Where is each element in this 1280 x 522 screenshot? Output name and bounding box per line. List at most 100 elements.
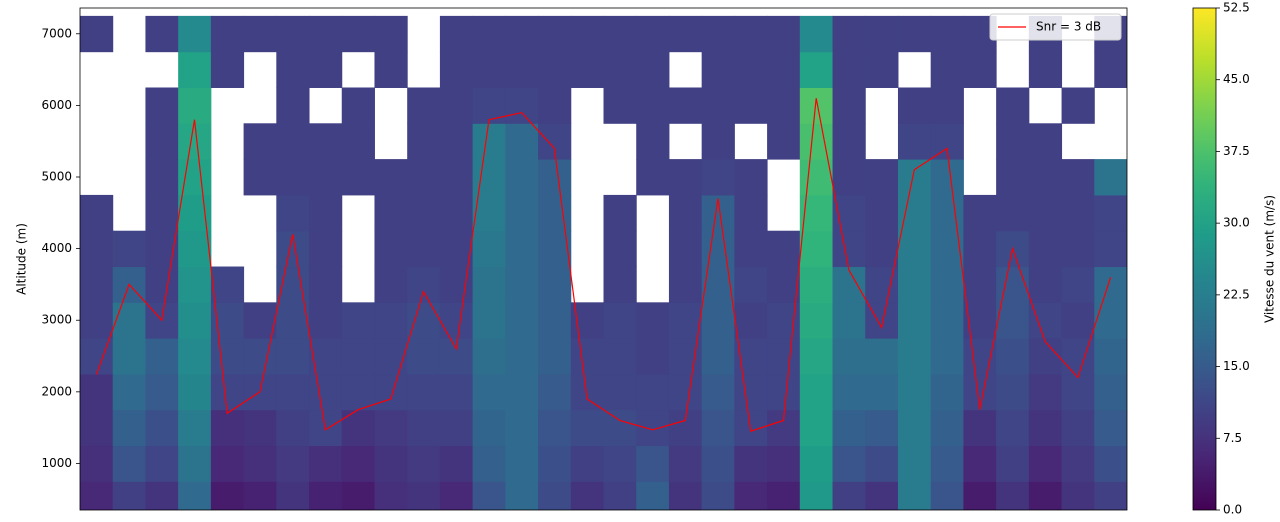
heat-cell bbox=[734, 445, 768, 482]
heat-cell bbox=[701, 409, 735, 447]
heat-cell bbox=[734, 51, 768, 88]
heat-cell bbox=[341, 409, 375, 447]
heat-cell bbox=[145, 445, 179, 482]
heat-cell bbox=[1061, 194, 1095, 232]
heat-cell bbox=[472, 302, 506, 339]
heat-cell bbox=[865, 230, 899, 268]
heat-cell bbox=[668, 15, 703, 53]
heat-cell bbox=[341, 159, 375, 196]
heat-cell bbox=[439, 87, 474, 124]
heat-cell bbox=[668, 230, 703, 268]
heat-cell bbox=[603, 15, 637, 53]
heat-cell bbox=[472, 338, 506, 375]
heat-cell bbox=[178, 481, 212, 510]
heat-cell bbox=[1061, 481, 1095, 510]
heat-cell bbox=[701, 15, 735, 53]
heat-cell bbox=[538, 266, 572, 303]
heat-cell bbox=[178, 123, 212, 160]
heat-cell bbox=[701, 373, 735, 411]
heat-cell bbox=[80, 266, 114, 303]
heat-cell bbox=[276, 87, 310, 124]
heat-cell bbox=[505, 302, 539, 339]
heat-cell bbox=[734, 338, 768, 375]
heat-cell bbox=[996, 194, 1030, 232]
heat-cell bbox=[734, 87, 768, 124]
heat-cell bbox=[1028, 230, 1063, 268]
heat-cell bbox=[897, 159, 932, 196]
heat-cell bbox=[374, 159, 408, 196]
heat-cell bbox=[1028, 338, 1063, 375]
heat-cell bbox=[374, 373, 408, 411]
legend-box bbox=[989, 13, 1122, 41]
heat-cell bbox=[210, 445, 245, 482]
heat-cell bbox=[701, 302, 735, 339]
heat-cell bbox=[374, 230, 408, 268]
heat-cell bbox=[276, 123, 310, 160]
heat-cell bbox=[930, 194, 964, 232]
heat-cell bbox=[570, 15, 604, 53]
heat-cell bbox=[865, 445, 899, 482]
heat-cell bbox=[897, 445, 932, 482]
heat-cell bbox=[243, 159, 277, 196]
heat-cell bbox=[309, 373, 343, 411]
heat-cell bbox=[505, 230, 539, 268]
heat-cell bbox=[963, 338, 997, 375]
heat-cell bbox=[636, 159, 670, 196]
heat-cell bbox=[930, 373, 964, 411]
y-tick-label: 2000 bbox=[41, 384, 72, 398]
heat-cell bbox=[80, 481, 114, 510]
heat-cell bbox=[505, 266, 539, 303]
heat-cell bbox=[472, 15, 506, 53]
heat-cell bbox=[145, 266, 179, 303]
heat-cell bbox=[767, 87, 801, 124]
heat-cell bbox=[799, 159, 834, 196]
colorbar-tick-label: 15.0 bbox=[1223, 359, 1250, 373]
heat-cell bbox=[1061, 266, 1095, 303]
heat-cell bbox=[996, 87, 1030, 124]
heat-cell bbox=[996, 445, 1030, 482]
heat-cell bbox=[799, 373, 834, 411]
heat-cell bbox=[897, 302, 932, 339]
heat-cell bbox=[243, 445, 277, 482]
heat-cell bbox=[407, 481, 441, 510]
heat-cell bbox=[1094, 373, 1127, 411]
heat-cell bbox=[374, 445, 408, 482]
heat-cell bbox=[80, 373, 114, 411]
heat-cell bbox=[538, 409, 572, 447]
heat-cell bbox=[80, 194, 114, 232]
heat-cell bbox=[210, 338, 245, 375]
heat-cell bbox=[243, 123, 277, 160]
heat-cell bbox=[1061, 87, 1095, 124]
heat-cell bbox=[996, 373, 1030, 411]
heat-cell bbox=[996, 409, 1030, 447]
heat-cell bbox=[865, 373, 899, 411]
heat-cell bbox=[439, 302, 474, 339]
heat-cell bbox=[1094, 445, 1127, 482]
heat-cell bbox=[472, 230, 506, 268]
heat-cell bbox=[668, 481, 703, 510]
heat-cell bbox=[309, 445, 343, 482]
heat-cell bbox=[799, 230, 834, 268]
heatmap bbox=[80, 15, 1127, 510]
heat-cell bbox=[309, 51, 343, 88]
heat-cell bbox=[374, 51, 408, 88]
heat-cell bbox=[1028, 194, 1063, 232]
heat-cell bbox=[603, 481, 637, 510]
heat-cell bbox=[210, 15, 245, 53]
heat-cell bbox=[897, 481, 932, 510]
heat-cell bbox=[439, 123, 474, 160]
heat-cell bbox=[407, 338, 441, 375]
heat-cell bbox=[767, 15, 801, 53]
heat-cell bbox=[897, 338, 932, 375]
heat-cell bbox=[832, 481, 866, 510]
heat-cell bbox=[505, 409, 539, 447]
heat-cell bbox=[505, 481, 539, 510]
heat-cell bbox=[636, 123, 670, 160]
heat-cell bbox=[1094, 51, 1127, 88]
heat-cell bbox=[799, 481, 834, 510]
heat-cell bbox=[538, 373, 572, 411]
heat-cell bbox=[865, 51, 899, 88]
heat-cell bbox=[930, 481, 964, 510]
heat-cell bbox=[243, 338, 277, 375]
